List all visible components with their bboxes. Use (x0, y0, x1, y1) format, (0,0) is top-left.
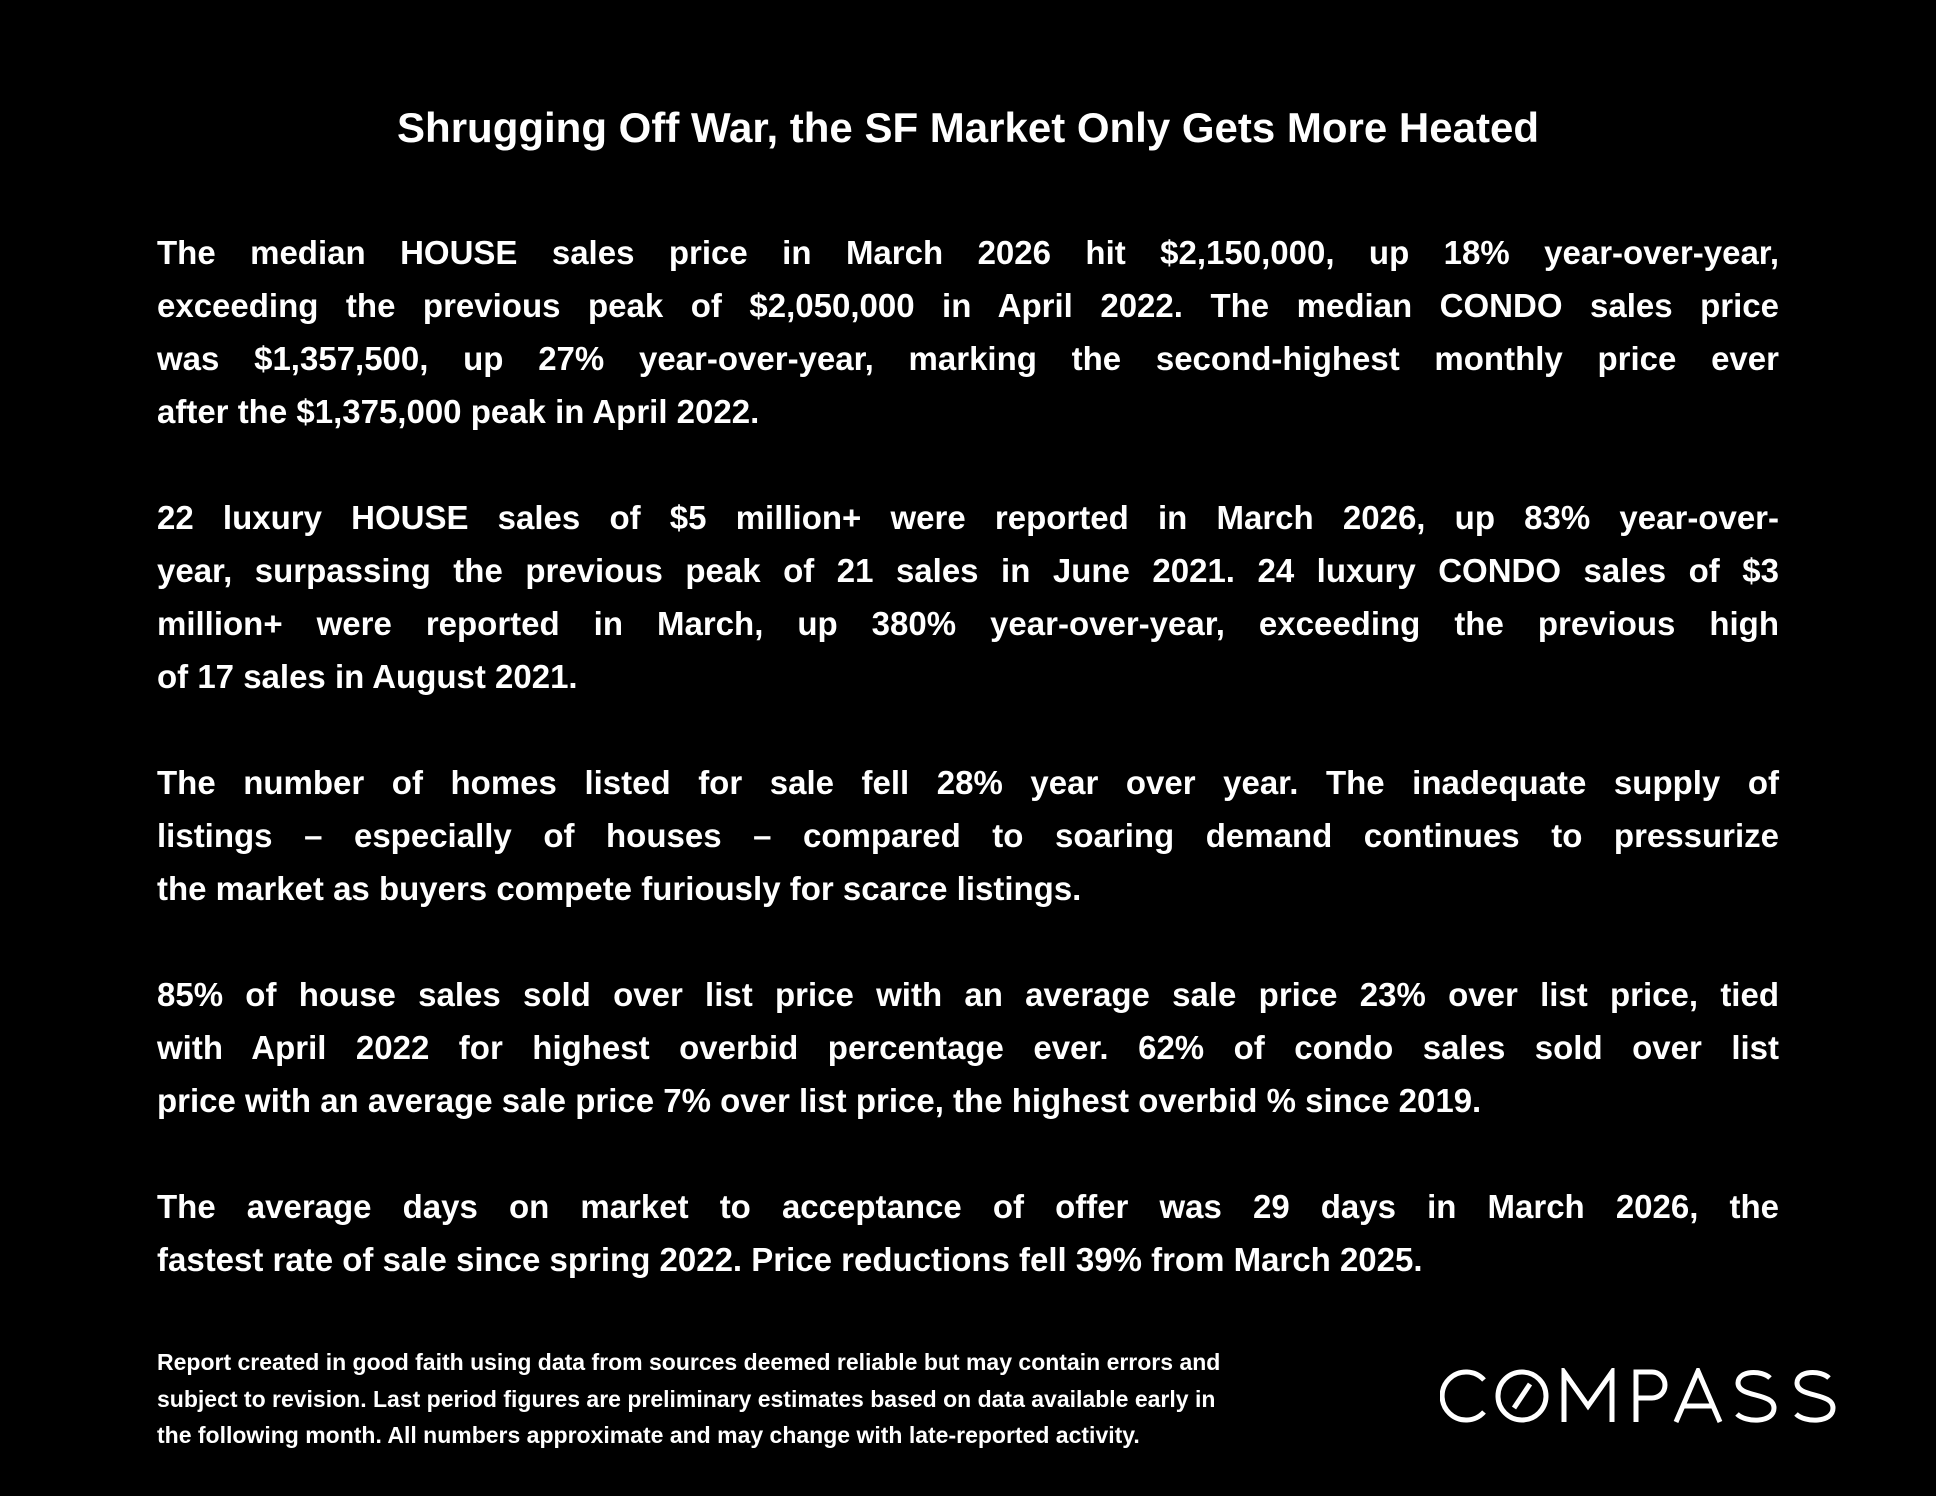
paragraph-line: The number of homes listed for sale fell… (157, 764, 1779, 801)
paragraph: 85% of house sales sold over list price … (157, 968, 1779, 1127)
paragraph: The average days on market to acceptance… (157, 1180, 1779, 1286)
paragraph-line: 22 luxury HOUSE sales of $5 million+ wer… (157, 499, 1779, 536)
report-body: The median HOUSE sales price in March 20… (157, 226, 1779, 1339)
paragraph-line: year, surpassing the previous peak of 21… (157, 552, 1779, 589)
paragraph: 22 luxury HOUSE sales of $5 million+ wer… (157, 491, 1779, 703)
paragraph-line: price with an average sale price 7% over… (157, 1082, 1482, 1119)
paragraph-line: exceeding the previous peak of $2,050,00… (157, 287, 1779, 324)
paragraph-line: the market as buyers compete furiously f… (157, 870, 1082, 907)
disclaimer-line: the following month. All numbers approxi… (157, 1422, 1140, 1448)
paragraph-line: of 17 sales in August 2021. (157, 658, 578, 695)
paragraph-line: with April 2022 for highest overbid perc… (157, 1029, 1779, 1066)
paragraph: The median HOUSE sales price in March 20… (157, 226, 1779, 438)
paragraph-line: The median HOUSE sales price in March 20… (157, 234, 1779, 271)
paragraph-line: 85% of house sales sold over list price … (157, 976, 1779, 1013)
disclaimer: Report created in good faith using data … (157, 1344, 1407, 1454)
paragraph-line: was $1,357,500, up 27% year-over-year, m… (157, 340, 1779, 377)
paragraph: The number of homes listed for sale fell… (157, 756, 1779, 915)
page-title: Shrugging Off War, the SF Market Only Ge… (397, 104, 1539, 151)
paragraph-line: listings – especially of houses – compar… (157, 817, 1779, 854)
paragraph-line: The average days on market to acceptance… (157, 1188, 1779, 1225)
paragraph-line: after the $1,375,000 peak in April 2022. (157, 393, 760, 430)
paragraph-line: million+ were reported in March, up 380%… (157, 605, 1779, 642)
disclaimer-line: Report created in good faith using data … (157, 1349, 1221, 1375)
disclaimer-line: subject to revision. Last period figures… (157, 1385, 1216, 1412)
compass-logo (1440, 1368, 1836, 1423)
paragraph-line: fastest rate of sale since spring 2022. … (157, 1241, 1423, 1278)
